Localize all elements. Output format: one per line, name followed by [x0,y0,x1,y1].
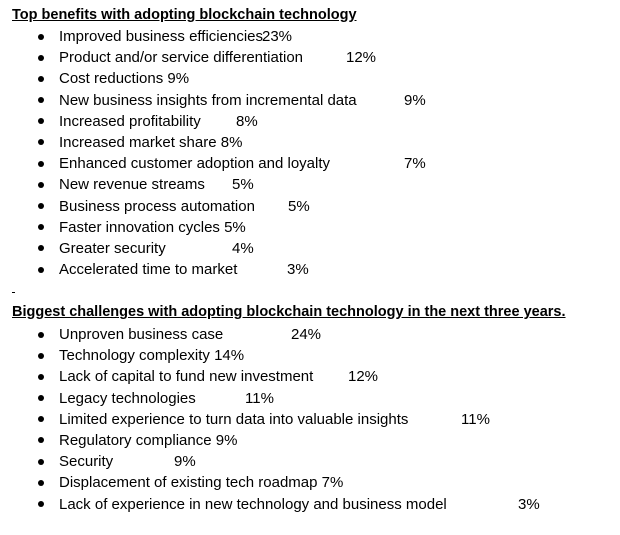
item-label: Faster innovation cycles 5% [59,218,246,236]
bullet-icon [38,266,44,273]
list-item: New revenue streams 5% [0,174,620,195]
bullet-icon [38,245,44,252]
bullet-icon [38,75,44,82]
bullet-icon [38,373,44,380]
bullet-icon [38,181,44,188]
item-label: Enhanced customer adoption and loyalty [59,155,331,173]
bullet-icon [38,33,44,40]
item-percent: 12% [346,49,377,67]
bullet-icon [38,118,44,125]
bullet-icon [38,331,44,338]
bullet-icon [38,54,44,61]
item-label: Product and/or service differentiation [59,49,304,67]
item-label: Displacement of existing tech roadmap 7% [59,474,344,492]
bullet-icon [38,139,44,146]
item-label: Technology complexity 14% [59,347,245,365]
item-percent: 11% [461,410,490,428]
bullet-icon [38,479,44,486]
benefits-heading: Top benefits with adopting blockchain te… [12,7,357,23]
item-label: Increased profitability [59,112,201,130]
list-item: Business process automation 5% [0,196,620,217]
item-label: Security [59,453,114,471]
list-item: Displacement of existing tech roadmap 7% [0,472,620,493]
list-item: New business insights from incremental d… [0,90,620,111]
bullet-icon [38,203,44,209]
item-percent: 4% [232,239,254,257]
item-percent: 9% [404,91,426,109]
item-percent: 3% [287,261,309,279]
list-item: Regulatory compliance 9% [0,430,620,451]
bullet-icon [38,352,44,359]
list-item: Enhanced customer adoption and loyalty 7% [0,153,620,174]
bullet-icon [38,224,44,231]
item-percent: 5% [288,197,310,215]
item-percent: 23% [262,28,293,45]
bullet-icon [38,395,44,402]
challenges-list: Unproven business case 24% Technology com… [0,324,620,515]
benefits-list: Improved business efficiencies 23% Produc… [0,26,620,280]
list-item: Lack of experience in new technology and… [0,494,620,515]
bullet-icon [38,97,44,104]
item-label: Cost reductions 9% [59,70,190,88]
item-percent: 12% [348,368,379,386]
item-label: Unproven business case [59,326,224,343]
list-item: Product and/or service differentiation 12… [0,47,620,68]
item-label: Improved business efficiencies [59,28,263,45]
item-percent: 11% [245,389,274,407]
list-item: Improved business efficiencies 23% [0,26,620,47]
bullet-icon [38,160,44,167]
list-item: Increased profitability 8% [0,111,620,132]
item-percent: 5% [232,176,254,194]
item-percent: 9% [174,453,196,471]
item-label: Accelerated time to market [59,261,238,279]
item-label: Lack of capital to fund new investment [59,368,314,386]
bullet-icon [38,437,44,444]
list-item: Cost reductions 9% [0,68,620,89]
list-item: Faster innovation cycles 5% [0,217,620,238]
bullet-icon [38,416,44,423]
list-item: Legacy technologies 11% [0,388,620,409]
item-percent: 24% [291,326,322,343]
item-label: New business insights from incremental d… [59,91,357,109]
challenges-heading: Biggest challenges with adopting blockch… [12,304,566,320]
separator-mark [12,292,15,293]
item-label: New revenue streams [59,176,205,194]
item-percent: 8% [236,112,258,130]
item-label: Greater security [59,239,166,257]
item-label: Business process automation [59,197,255,215]
item-percent: 7% [404,155,426,173]
item-label: Increased market share 8% [59,133,243,151]
list-item: Increased market share 8% [0,132,620,153]
list-item: Limited experience to turn data into val… [0,409,620,430]
list-item: Security 9% [0,451,620,472]
bullet-icon [38,501,44,507]
item-label: Lack of experience in new technology and… [59,495,447,513]
list-item: Lack of capital to fund new investment 12… [0,366,620,387]
item-label: Regulatory compliance 9% [59,431,238,449]
list-item: Technology complexity 14% [0,345,620,366]
list-item: Accelerated time to market 3% [0,259,620,280]
item-label: Limited experience to turn data into val… [59,410,409,428]
item-percent: 3% [518,495,540,513]
bullet-icon [38,458,44,465]
list-item: Unproven business case 24% [0,324,620,345]
item-label: Legacy technologies [59,389,196,407]
list-item: Greater security 4% [0,238,620,259]
